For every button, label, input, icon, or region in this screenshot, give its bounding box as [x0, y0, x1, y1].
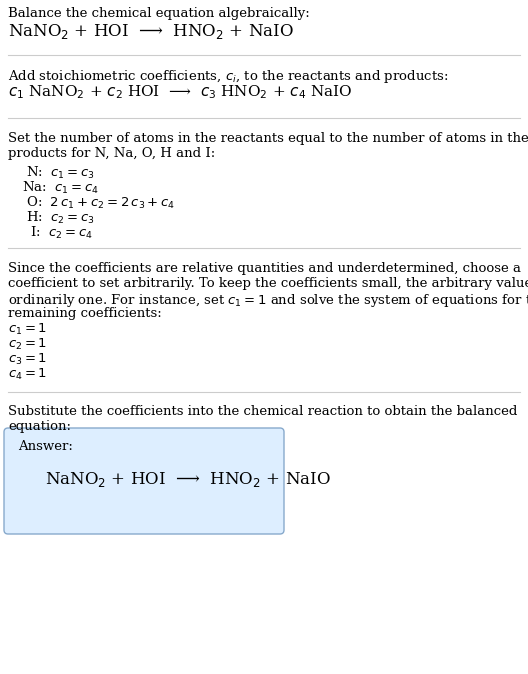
Text: N:  $c_1 = c_3$: N: $c_1 = c_3$	[22, 165, 95, 181]
Text: products for N, Na, O, H and I:: products for N, Na, O, H and I:	[8, 147, 215, 160]
Text: $c_4 = 1$: $c_4 = 1$	[8, 367, 47, 382]
Text: NaNO$_2$ + HOI  ⟶  HNO$_2$ + NaIO: NaNO$_2$ + HOI ⟶ HNO$_2$ + NaIO	[45, 470, 331, 489]
Text: coefficient to set arbitrarily. To keep the coefficients small, the arbitrary va: coefficient to set arbitrarily. To keep …	[8, 277, 528, 290]
Text: Substitute the coefficients into the chemical reaction to obtain the balanced: Substitute the coefficients into the che…	[8, 405, 517, 418]
Text: Answer:: Answer:	[18, 440, 73, 453]
Text: $c_1 = 1$: $c_1 = 1$	[8, 322, 47, 337]
Text: $c_2 = 1$: $c_2 = 1$	[8, 337, 47, 352]
Text: equation:: equation:	[8, 420, 71, 433]
Text: H:  $c_2 = c_3$: H: $c_2 = c_3$	[22, 210, 95, 226]
FancyBboxPatch shape	[4, 428, 284, 534]
Text: ordinarily one. For instance, set $c_1 = 1$ and solve the system of equations fo: ordinarily one. For instance, set $c_1 =…	[8, 292, 528, 309]
Text: $c_1$ NaNO$_2$ + $c_2$ HOI  ⟶  $c_3$ HNO$_2$ + $c_4$ NaIO: $c_1$ NaNO$_2$ + $c_2$ HOI ⟶ $c_3$ HNO$_…	[8, 83, 352, 100]
Text: I:  $c_2 = c_4$: I: $c_2 = c_4$	[22, 225, 93, 241]
Text: Since the coefficients are relative quantities and underdetermined, choose a: Since the coefficients are relative quan…	[8, 262, 521, 275]
Text: Set the number of atoms in the reactants equal to the number of atoms in the: Set the number of atoms in the reactants…	[8, 132, 528, 145]
Text: Na:  $c_1 = c_4$: Na: $c_1 = c_4$	[22, 180, 99, 196]
Text: Add stoichiometric coefficients, $c_i$, to the reactants and products:: Add stoichiometric coefficients, $c_i$, …	[8, 68, 448, 85]
Text: remaining coefficients:: remaining coefficients:	[8, 307, 162, 320]
Text: NaNO$_2$ + HOI  ⟶  HNO$_2$ + NaIO: NaNO$_2$ + HOI ⟶ HNO$_2$ + NaIO	[8, 22, 294, 41]
Text: Balance the chemical equation algebraically:: Balance the chemical equation algebraica…	[8, 7, 310, 20]
Text: O:  $2\,c_1 + c_2 = 2\,c_3 + c_4$: O: $2\,c_1 + c_2 = 2\,c_3 + c_4$	[22, 195, 175, 211]
Text: $c_3 = 1$: $c_3 = 1$	[8, 352, 47, 367]
